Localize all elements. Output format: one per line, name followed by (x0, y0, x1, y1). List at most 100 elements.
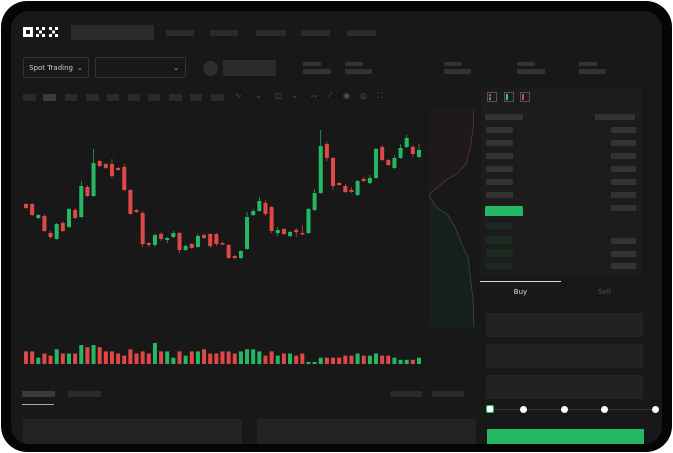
candle-body (208, 234, 213, 246)
tab-buy[interactable]: Buy (513, 288, 528, 296)
header-search-placeholder[interactable] (71, 25, 154, 40)
candle-body (122, 167, 127, 190)
bottom-filter-button[interactable] (390, 391, 422, 397)
volume-bar (232, 353, 237, 364)
timeframe-button-active[interactable] (43, 94, 56, 101)
compare-icon[interactable]: ◫ (275, 91, 283, 100)
timeframe-button[interactable] (107, 94, 119, 101)
nav-item[interactable] (301, 30, 330, 36)
volume-bar (380, 355, 385, 364)
bottom-filter-button[interactable] (432, 391, 464, 397)
candle-body (171, 233, 176, 237)
volume-bar (152, 343, 157, 364)
indicator-icon[interactable]: ⌄ (255, 91, 262, 100)
volume-bar (79, 345, 84, 364)
chevron-down-icon[interactable]: ⌄ (291, 91, 298, 100)
candle-body (281, 229, 286, 234)
slider-stop-25[interactable] (520, 406, 527, 413)
candle-body (312, 193, 317, 210)
candle-body (36, 215, 41, 218)
orderbook-asks-icon[interactable] (520, 92, 530, 102)
bottom-tab[interactable] (68, 391, 101, 397)
volume-bar (269, 351, 274, 364)
orderbook-bids-icon[interactable] (504, 92, 514, 102)
candle-body (48, 233, 53, 237)
timeframe-button[interactable] (148, 94, 160, 101)
percent-slider-handle[interactable] (486, 405, 494, 413)
okx-logo[interactable] (23, 26, 63, 39)
timeframe-button[interactable] (65, 94, 77, 101)
candle-body (60, 223, 65, 231)
timeframe-button[interactable] (128, 94, 140, 101)
candle-body (134, 210, 139, 212)
line-tool-icon[interactable]: 〰 (310, 92, 318, 101)
total-input[interactable] (486, 375, 643, 399)
volume-bar (324, 357, 329, 364)
volume-bar (66, 353, 71, 364)
candle-body (410, 147, 415, 154)
volume-bar (251, 349, 256, 364)
last-price-amount (611, 205, 636, 211)
nav-item[interactable] (166, 30, 194, 36)
chart-type-icon[interactable]: ∿ (235, 91, 242, 100)
timeframe-button[interactable] (169, 94, 182, 101)
candle-body (152, 235, 157, 245)
camera-icon[interactable]: ◉ (343, 91, 350, 100)
settings-icon[interactable]: ◎ (360, 91, 367, 100)
volume-bar (306, 361, 311, 364)
candle-body (367, 178, 372, 183)
volume-bar (417, 357, 421, 364)
candle-body (380, 147, 385, 160)
candle-body (245, 217, 250, 249)
bid-price (486, 223, 513, 229)
ruler-icon[interactable]: ⟋ (327, 91, 333, 100)
amount-input[interactable] (486, 344, 643, 368)
candle-body (195, 236, 200, 247)
candlestick-chart[interactable] (11, 11, 662, 444)
bottom-tab-active[interactable] (22, 391, 55, 397)
orderbook-both-icon[interactable] (487, 92, 497, 102)
volume-bar (300, 353, 305, 364)
volume-bar (220, 351, 225, 364)
candle-body (374, 149, 379, 178)
percent-slider-track[interactable] (491, 409, 659, 410)
candle-body (202, 235, 207, 238)
pair-dropdown[interactable]: ⌄ (95, 57, 186, 78)
candle-body (91, 163, 96, 196)
market-type-dropdown[interactable]: Spot Trading ⌄ (23, 57, 89, 78)
slider-stop-75[interactable] (601, 406, 608, 413)
timeframe-button[interactable] (86, 94, 99, 101)
stat-label (444, 62, 462, 66)
volume-bar (294, 355, 299, 364)
candle-body (355, 181, 360, 195)
timeframe-button[interactable] (211, 94, 224, 101)
stat-label (303, 62, 321, 66)
fullscreen-icon[interactable]: ⛶ (377, 91, 383, 100)
nav-item[interactable] (347, 30, 376, 36)
candle-body (109, 164, 114, 176)
volume-bar (263, 355, 268, 364)
timeframe-button[interactable] (190, 94, 202, 101)
candle-body (404, 138, 409, 147)
volume-bar (331, 357, 336, 364)
candle-body (269, 207, 274, 231)
volume-bar (177, 351, 182, 364)
nav-item[interactable] (256, 30, 286, 36)
timeframe-button[interactable] (23, 94, 36, 101)
candle-body (24, 204, 28, 208)
nav-item[interactable] (210, 30, 238, 36)
candle-body (318, 146, 323, 193)
volume-bar (60, 353, 65, 364)
volume-bar (398, 359, 403, 364)
buy-submit-button[interactable] (487, 429, 644, 444)
ask-amount (611, 140, 636, 146)
orderbook-header-price (485, 114, 523, 120)
depth-bids-area (429, 195, 474, 327)
tab-sell[interactable]: Sell (598, 288, 611, 296)
slider-stop-50[interactable] (561, 406, 568, 413)
price-input[interactable] (486, 313, 643, 337)
slider-stop-100[interactable] (652, 406, 659, 413)
stat-label (517, 62, 535, 66)
volume-bar (54, 349, 59, 364)
